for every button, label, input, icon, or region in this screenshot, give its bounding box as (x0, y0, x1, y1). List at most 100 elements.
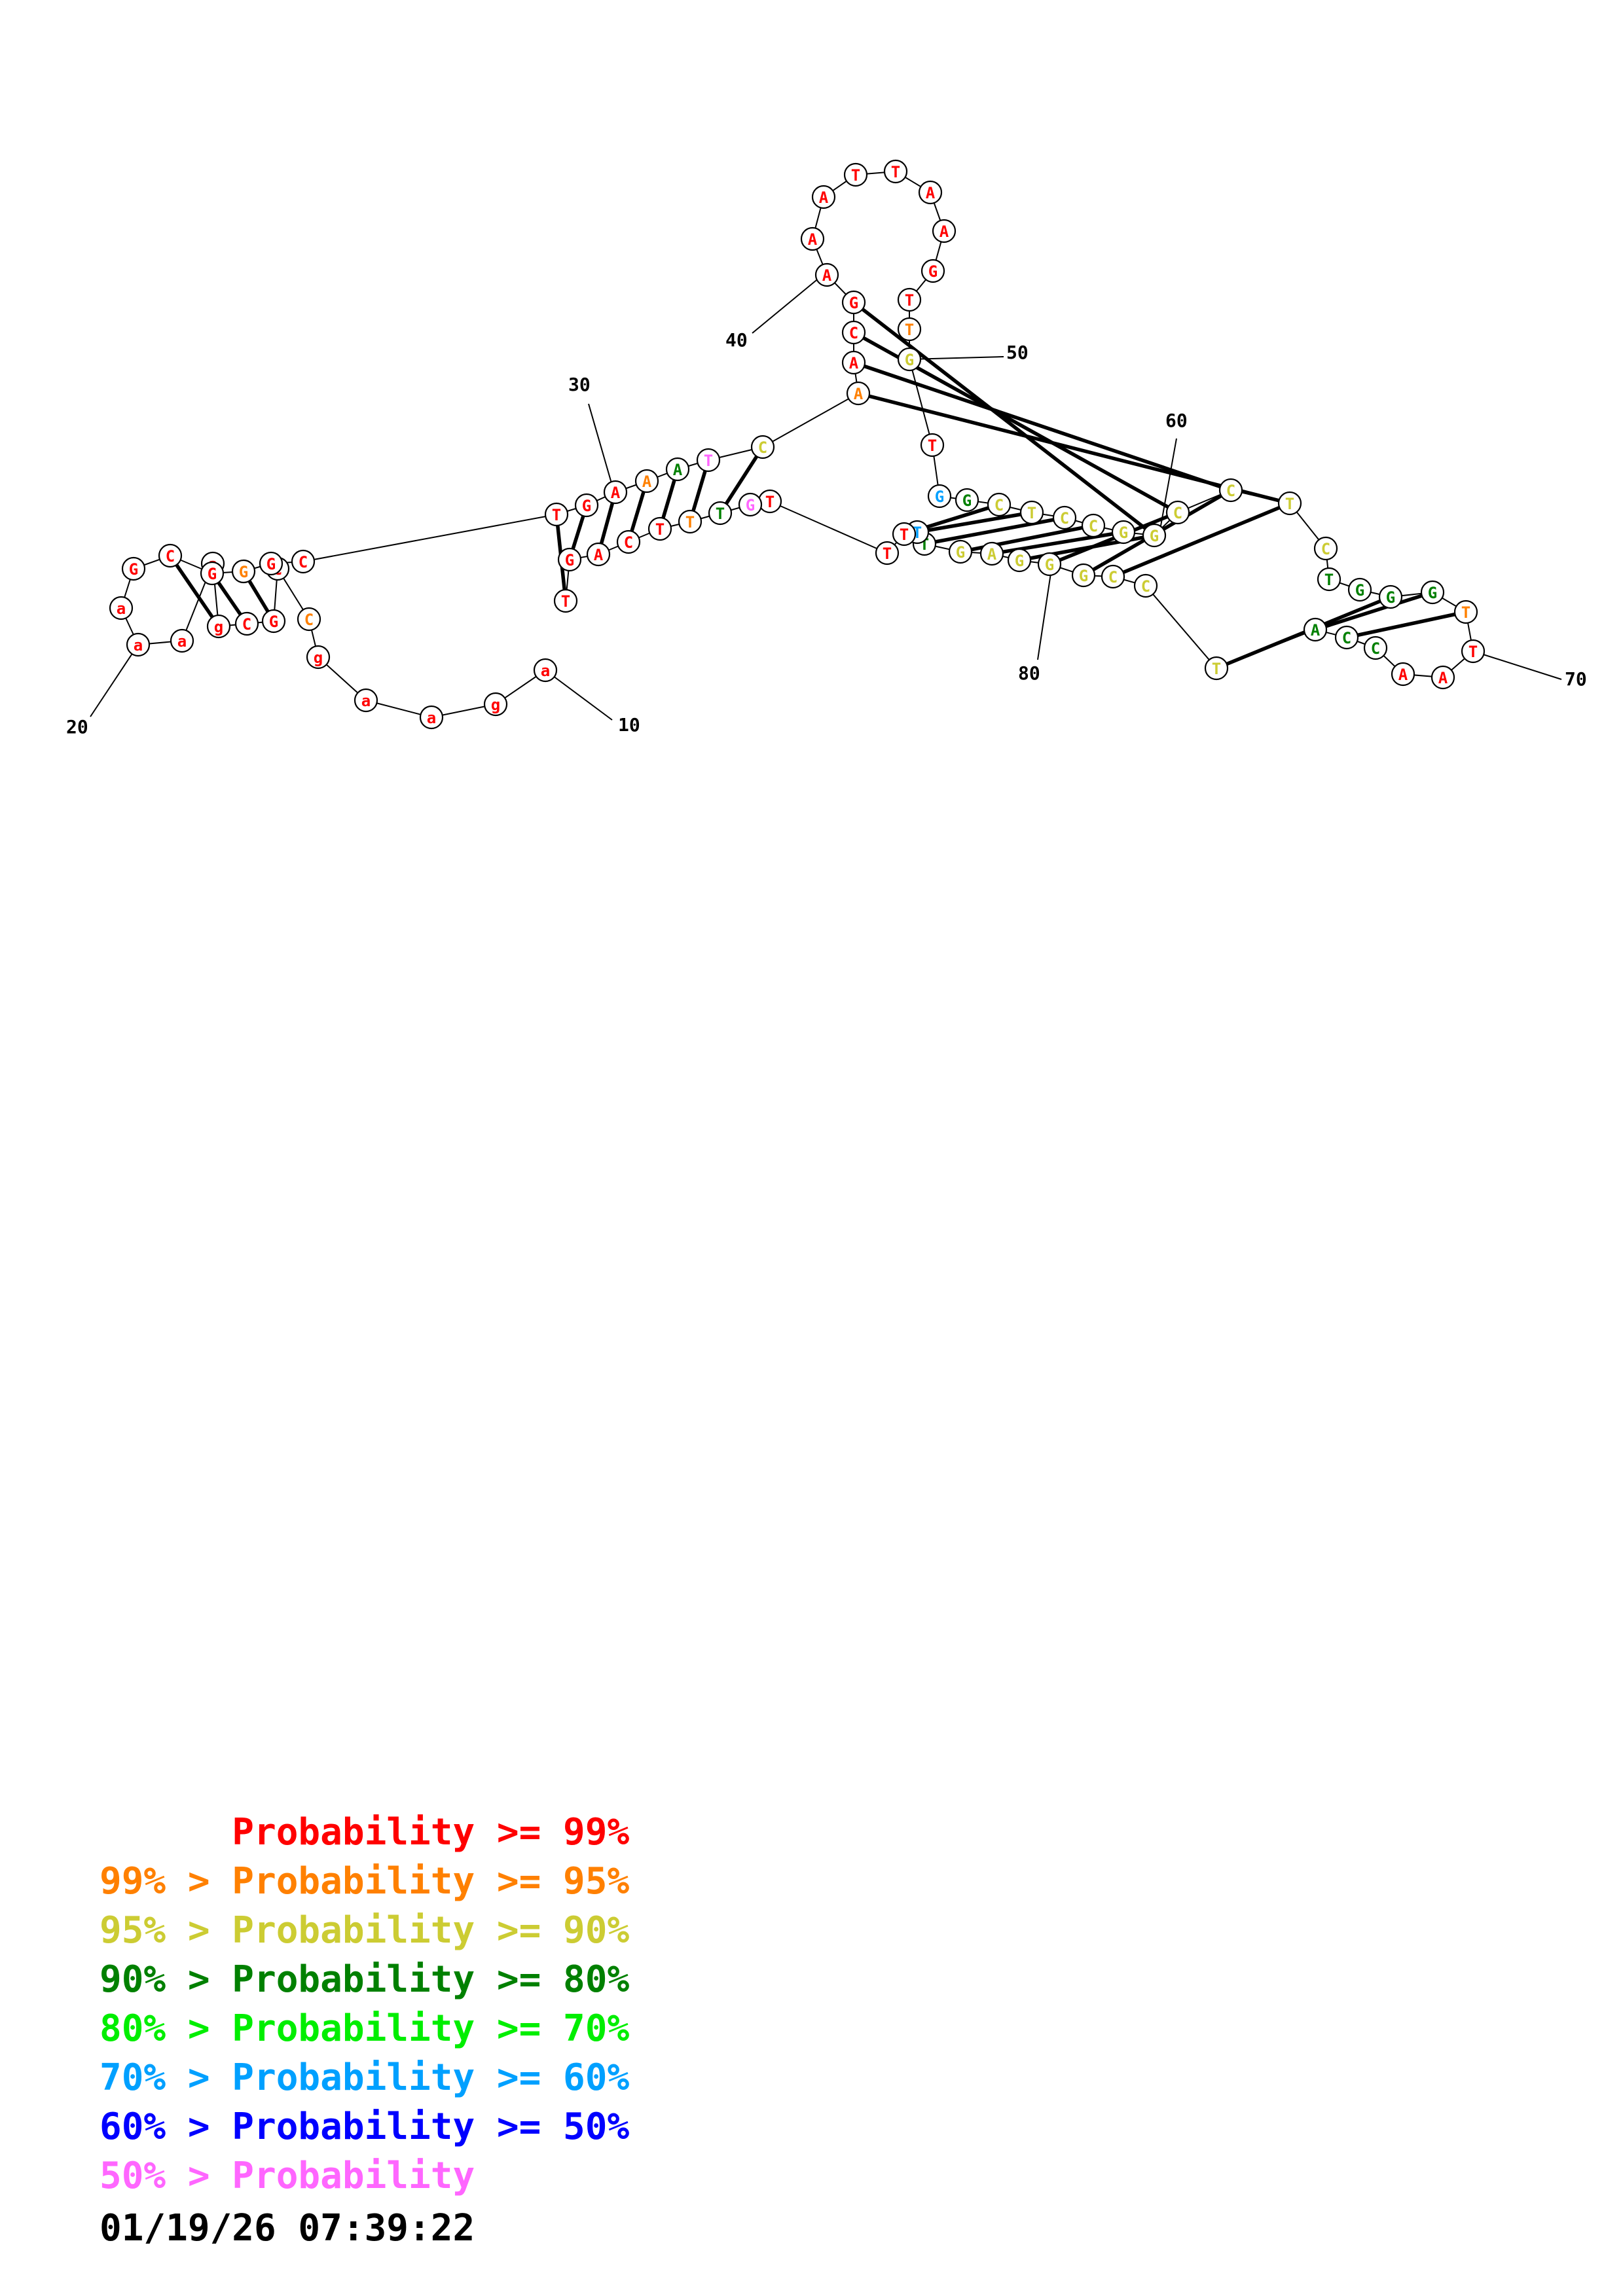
backbone-layer (120, 171, 1474, 718)
nucleotide-letter: G (1386, 588, 1395, 607)
nucleotide-letter: A (939, 223, 949, 241)
nucleotide-letter: T (765, 493, 775, 511)
nucleotide: A (841, 350, 866, 375)
position-tick (909, 356, 1004, 360)
nucleotide-letter: G (1150, 527, 1159, 545)
nucleotide-circle (1133, 573, 1158, 598)
nucleotide: T (757, 489, 782, 514)
nucleotide-letter: G (962, 492, 972, 510)
nucleotide: T (553, 588, 578, 613)
nucleotide-letter: C (1173, 504, 1182, 522)
nucleotide-circle (1204, 656, 1229, 681)
nucleotide-letter: G (129, 560, 138, 579)
nucleotide: G (1007, 548, 1032, 573)
nucleotide-circle (1420, 580, 1445, 605)
nucleotide-circle (1071, 563, 1096, 588)
nucleotide-circle (1111, 520, 1136, 545)
base-pair-bond (1112, 501, 1291, 579)
nucleotide-circle (921, 259, 945, 283)
nucleotide-letter: C (1342, 629, 1351, 647)
legend-row-p80: 90% > Probability >= 80% (100, 1958, 630, 2001)
nucleotide-circle (841, 320, 866, 345)
nucleotide: T (1317, 567, 1341, 592)
nucleotide-circle (979, 541, 1004, 566)
nucleotide-letter: G (905, 351, 914, 369)
nucleotide-circle (750, 435, 775, 459)
nucleotide: T (875, 541, 900, 565)
backbone-link (302, 514, 557, 562)
nucleotide: G (897, 347, 922, 372)
nucleotide-circle (544, 502, 569, 527)
nucleotide-circle (306, 645, 331, 670)
nucleotide: G (261, 609, 286, 634)
nucleotide-circle (1218, 478, 1243, 503)
nucleotide-letter: T (900, 526, 909, 544)
nucleotide-circle (897, 317, 922, 342)
position-label: 50 (1006, 342, 1029, 363)
backbone-link (1145, 585, 1217, 669)
nucleotide: T (678, 509, 702, 534)
nucleotide-circle (841, 350, 866, 375)
nucleotide-circle (665, 457, 690, 482)
legend-row-p95: 99% > Probability >= 95% (100, 1860, 630, 1903)
nucleotide-circle (897, 287, 922, 312)
nucleotide-letter: A (819, 188, 829, 207)
nucleotide: A (800, 226, 825, 251)
position-tick (90, 644, 139, 717)
nucleotide: A (846, 381, 871, 406)
nucleotide-letter: T (1285, 495, 1294, 513)
nucleotide: A (586, 542, 611, 567)
nucleotide-circle (1142, 523, 1167, 548)
nucleotide-circle (1303, 617, 1328, 642)
nucleotide-letter: T (928, 437, 937, 455)
nucleotide-letter: T (716, 505, 725, 523)
nucleotide: C (987, 492, 1012, 517)
nucleotide-letter: C (849, 324, 858, 342)
nucleotide-letter: C (242, 615, 251, 634)
nucleotide-circle (1052, 505, 1077, 530)
nucleotide-letter: T (655, 520, 665, 539)
nucleotide: G (841, 290, 866, 315)
nucleotide-letter: C (994, 496, 1004, 514)
nucleotide-letter: G (1428, 584, 1437, 602)
nucleotide: G (231, 559, 256, 584)
timestamp: 01/19/26 07:39:22 (100, 2207, 475, 2250)
nucleotide-letter: G (746, 496, 755, 514)
legend-row-p70: 80% > Probability >= 70% (100, 2007, 630, 2050)
nucleotide-circle (1431, 665, 1455, 690)
nucleotide: T (544, 502, 569, 527)
nucleotide-circle (843, 162, 868, 187)
nucleotide-circle (206, 614, 231, 639)
nucleotide-circle (897, 347, 922, 372)
base-pair-bond (168, 554, 221, 628)
probability-legend: Probability >= 99% 99% > Probability >= … (100, 1808, 629, 2200)
nucleotide-letter: A (808, 230, 818, 249)
nucleotide: T (1453, 600, 1478, 624)
nucleotide: g (483, 692, 508, 717)
nucleotide-letter: C (1371, 639, 1380, 658)
nucleotide-letter: T (883, 545, 892, 563)
nucleotide-letter: T (1461, 603, 1470, 622)
nucleotide: a (419, 705, 444, 730)
nucleotide-circle (557, 547, 582, 572)
nucleotide: C (1081, 513, 1106, 538)
nucleotide: A (603, 480, 628, 505)
nucleotide-circle (1334, 625, 1359, 650)
nucleotide: G (921, 259, 945, 283)
base-pair-bond (853, 361, 1231, 492)
nucleotide-circle (109, 596, 134, 620)
nucleotide: C (1363, 636, 1388, 660)
nucleotide-circle (948, 539, 973, 564)
nucleotide-letter: T (891, 163, 900, 181)
nucleotide: A (918, 180, 943, 205)
position-tick (1472, 651, 1562, 680)
nucleotide: G (1142, 523, 1167, 548)
nucleotide-circle (846, 381, 871, 406)
legend-row-p60: 70% > Probability >= 60% (100, 2056, 630, 2099)
nucleotide: T (1461, 639, 1486, 664)
nucleotide-circle (1313, 536, 1338, 561)
nucleotide-letter: a (427, 709, 436, 727)
nucleotide-circle (1391, 662, 1415, 687)
nucleotide-letter: T (905, 321, 914, 339)
nucleotide: g (306, 645, 331, 670)
